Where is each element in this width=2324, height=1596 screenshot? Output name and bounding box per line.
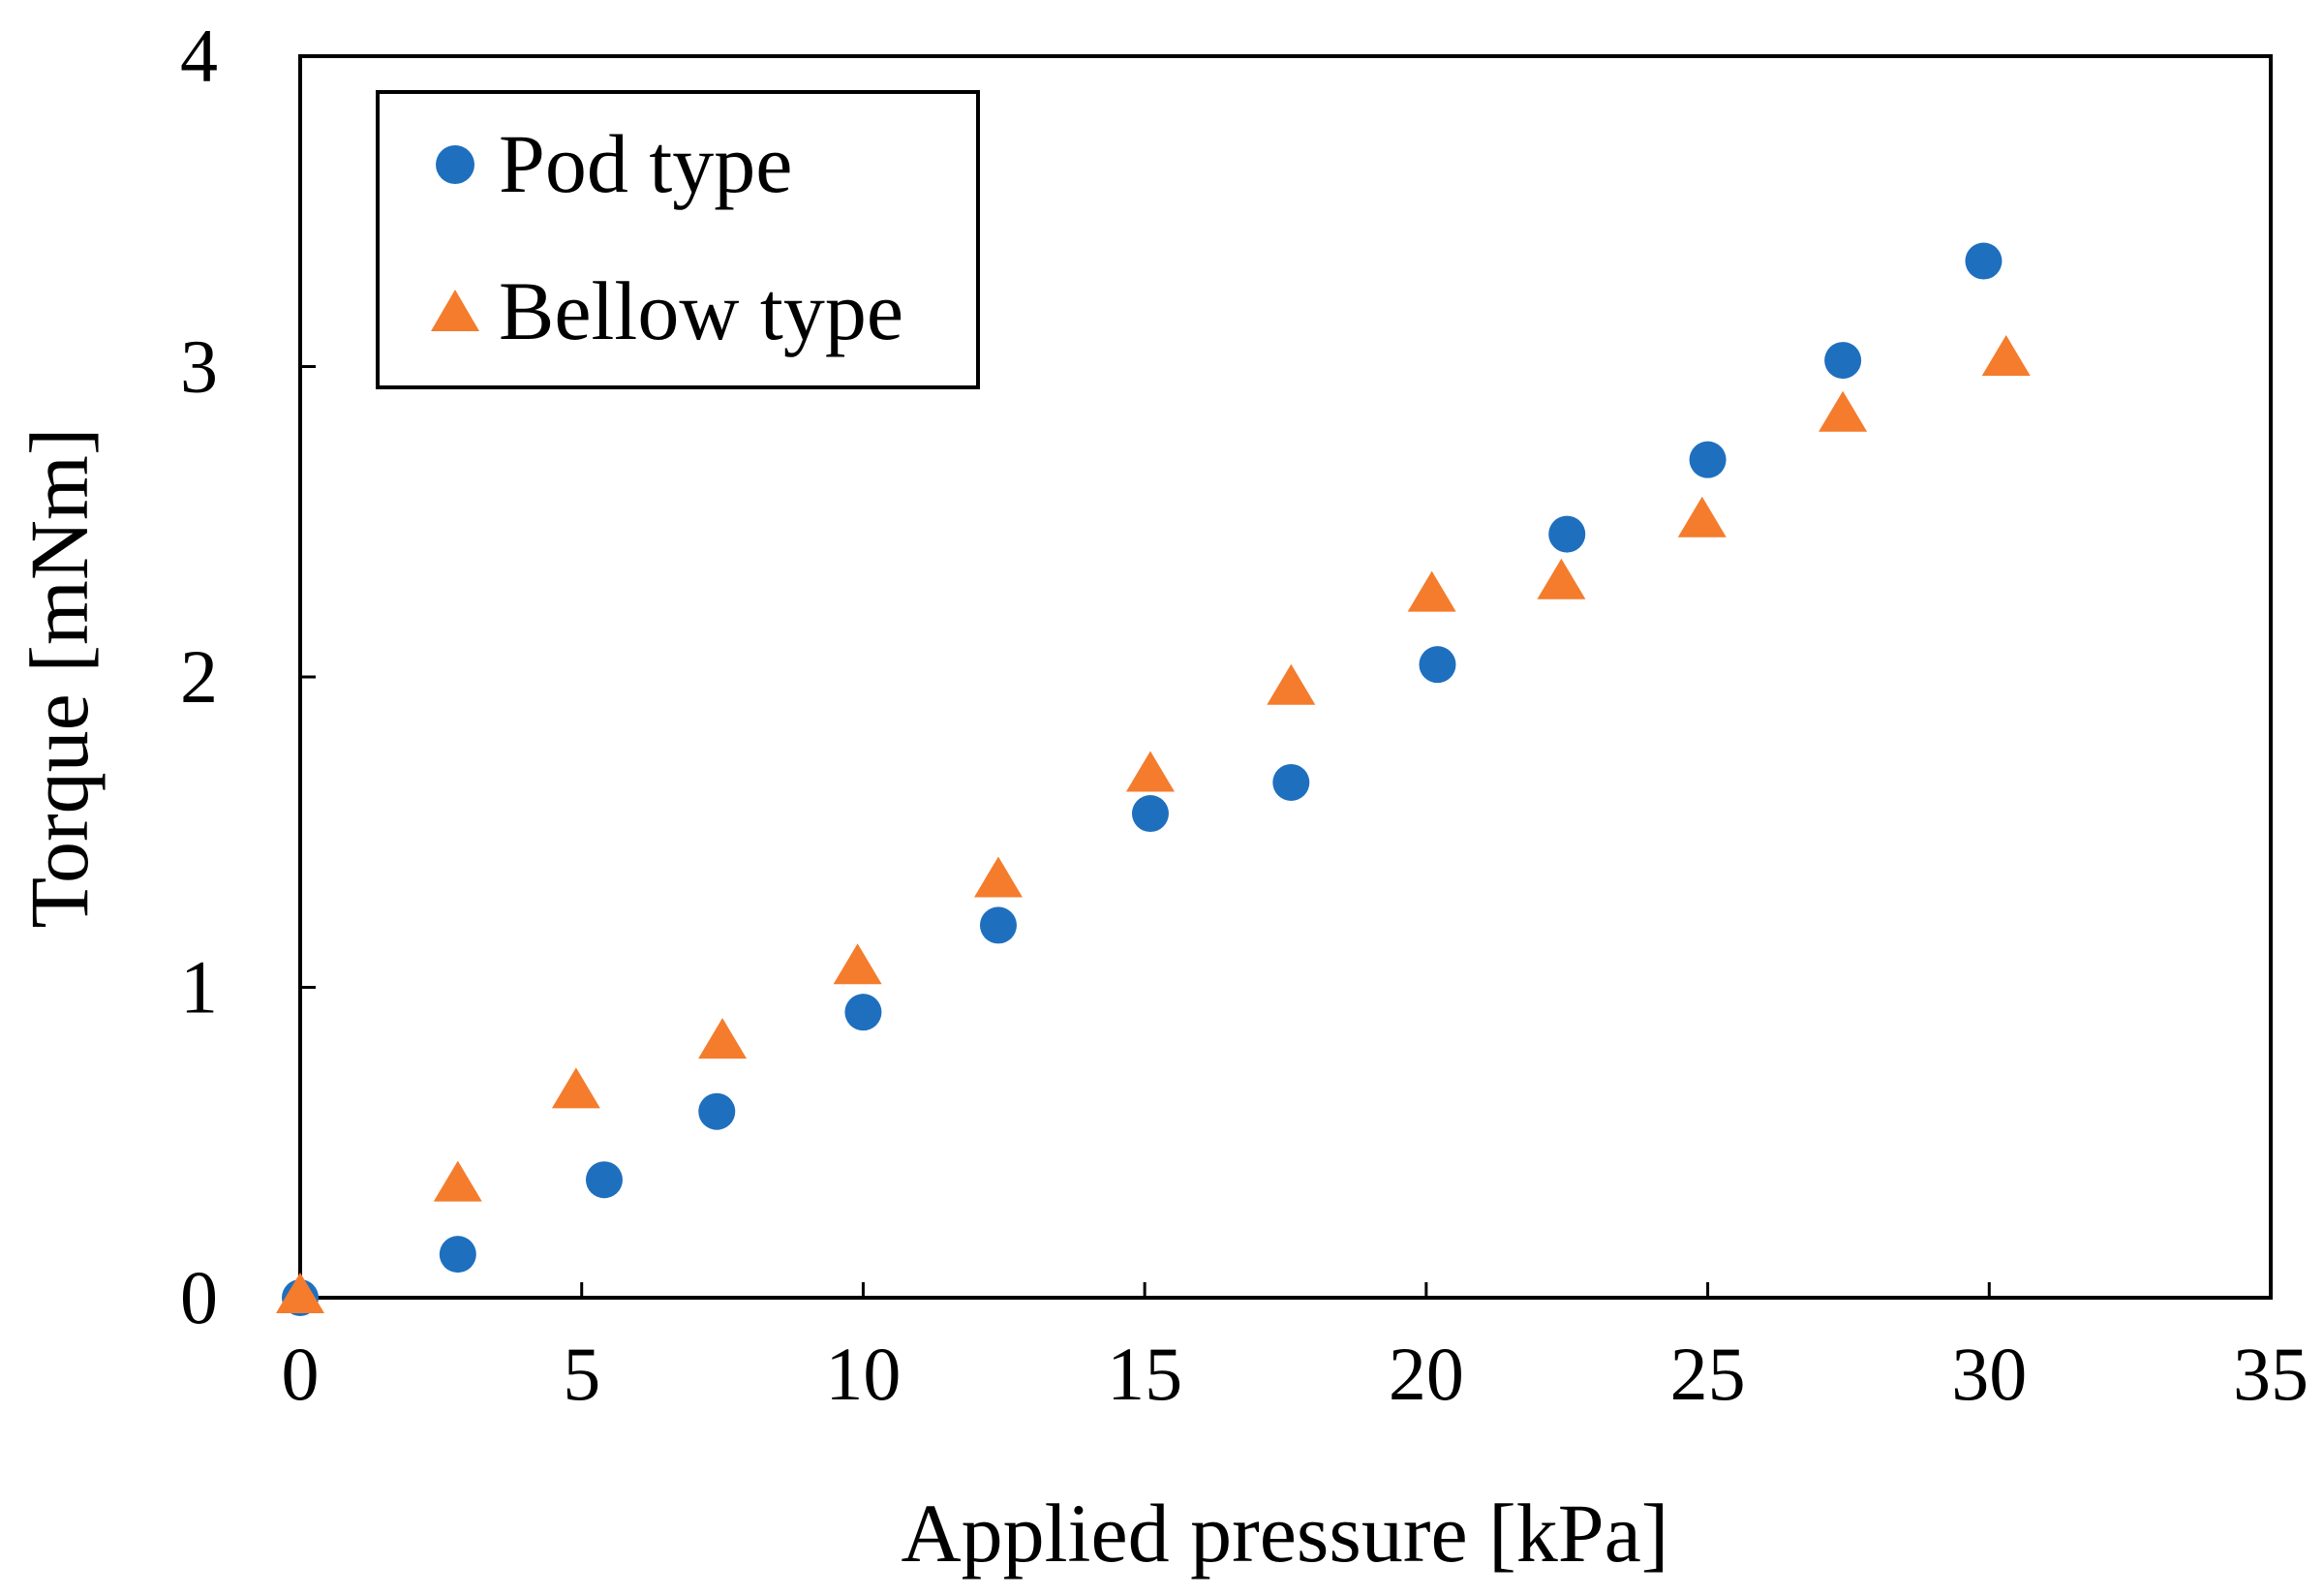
y-axis-tick-labels: 0 1 2 3 4 [180, 14, 218, 1339]
series-pod-type [282, 242, 2003, 1316]
legend-marker-pod-type [436, 145, 474, 184]
data-point-pod-type [979, 906, 1017, 944]
y-tick-label: 1 [180, 945, 218, 1029]
data-point-bellow-type [1125, 751, 1175, 792]
legend-label-bellow-type: Bellow type [499, 264, 903, 357]
data-point-bellow-type [1981, 335, 2031, 377]
data-point-pod-type [1548, 515, 1586, 553]
data-point-bellow-type [433, 1160, 482, 1202]
data-point-bellow-type [1267, 663, 1316, 705]
data-point-pod-type [439, 1236, 476, 1274]
data-point-pod-type [585, 1161, 623, 1199]
y-tick-label: 2 [180, 634, 218, 719]
y-tick-label: 0 [180, 1255, 218, 1339]
x-tick-label: 35 [2233, 1332, 2309, 1416]
y-tick-label: 3 [180, 324, 218, 409]
data-point-pod-type [1689, 441, 1727, 478]
x-tick-label: 15 [1107, 1332, 1182, 1416]
x-tick-label: 20 [1389, 1332, 1464, 1416]
data-point-bellow-type [1537, 558, 1586, 599]
data-point-pod-type [1965, 242, 2003, 280]
legend-marker-bellow-type [431, 290, 479, 331]
data-point-pod-type [1419, 646, 1456, 684]
data-point-bellow-type [833, 943, 882, 985]
data-point-bellow-type [1819, 390, 1868, 432]
y-axis-ticks [300, 54, 316, 1300]
data-point-bellow-type [1677, 496, 1727, 537]
x-tick-label: 25 [1670, 1332, 1746, 1416]
series-bellow-type [276, 335, 2031, 1313]
data-point-bellow-type [973, 856, 1023, 898]
x-axis-title: Applied pressure [kPa] [902, 1487, 1669, 1580]
data-point-bellow-type [698, 1018, 748, 1059]
legend-box [376, 90, 980, 389]
data-point-pod-type [1131, 795, 1169, 833]
data-point-pod-type [844, 994, 882, 1031]
data-point-bellow-type [1407, 570, 1456, 612]
legend: Pod type Bellow type [376, 90, 980, 389]
x-tick-label: 0 [282, 1332, 320, 1416]
x-tick-label: 10 [825, 1332, 901, 1416]
x-tick-label: 5 [563, 1332, 600, 1416]
data-point-pod-type [1824, 342, 1862, 380]
data-series [276, 242, 2031, 1316]
x-axis-ticks [298, 1282, 2273, 1298]
y-tick-label: 4 [180, 14, 218, 98]
x-tick-label: 30 [1951, 1332, 2027, 1416]
x-axis-tick-labels: 0 5 10 15 20 25 30 35 [282, 1332, 2309, 1416]
data-point-bellow-type [551, 1067, 600, 1109]
data-point-pod-type [698, 1092, 736, 1130]
data-point-pod-type [1272, 763, 1310, 801]
y-axis-title: Torque [mNm] [13, 427, 106, 928]
data-point-bellow-type [276, 1272, 324, 1313]
legend-label-pod-type: Pod type [499, 117, 792, 210]
